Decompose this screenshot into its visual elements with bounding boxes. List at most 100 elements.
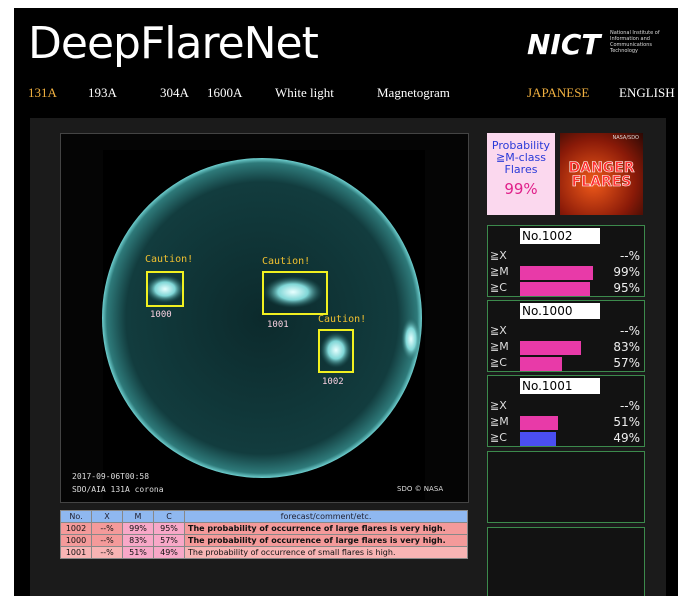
summary-line: ≧M-class — [496, 151, 546, 164]
active-region — [320, 332, 352, 368]
summary-box: Probability ≧M-class Flares 99% — [487, 133, 555, 215]
table-cell: 95% — [153, 522, 185, 535]
row-percent: 57% — [613, 356, 640, 370]
probability-bar — [520, 282, 591, 296]
probability-bar — [520, 266, 594, 280]
card-title: No.1001 — [520, 378, 600, 394]
site-title: DeepFlareNet — [28, 18, 319, 69]
region-box — [146, 271, 184, 307]
table-row: 1001 --% 51% 49% The probability of occurren… — [60, 546, 468, 559]
row-label: ≧C — [490, 356, 507, 369]
row-label: ≧C — [490, 431, 507, 444]
table-cell: --% — [91, 546, 123, 559]
timestamp: 2017-09-06T00:58 — [72, 472, 150, 481]
instrument: SDO/AIA 131A corona — [72, 485, 164, 494]
region-box — [318, 329, 354, 373]
logo-subtitle-line: Information and — [610, 36, 650, 42]
row-percent: 49% — [613, 431, 640, 445]
row-percent: --% — [619, 249, 640, 263]
active-region — [401, 317, 421, 361]
region-number: 1001 — [267, 320, 289, 330]
summary-value: 99% — [504, 180, 538, 198]
region-card: No.1001 ≧X --% ≧M 51% ≧C 49% — [487, 375, 645, 447]
table-cell: --% — [91, 534, 123, 547]
credit: SDO © NASA — [397, 485, 444, 493]
probability-bar — [520, 357, 563, 371]
row-label: ≧C — [490, 281, 507, 294]
caution-label: Caution! — [318, 314, 367, 325]
row-percent: --% — [619, 324, 640, 338]
logo-subtitle-line: Technology — [610, 48, 639, 54]
nav-item[interactable]: 304A — [160, 85, 189, 100]
nav-item[interactable]: 193A — [88, 85, 117, 100]
region-number: 1000 — [150, 310, 172, 320]
row-percent: --% — [619, 399, 640, 413]
row-label: ≧M — [490, 415, 509, 428]
nav-item[interactable]: 1600A — [207, 85, 243, 100]
summary-line: Flares — [504, 163, 538, 176]
logo-subtitle-line: Communications — [610, 42, 653, 48]
logo-subtitle: National Institute of Information and Comm… — [610, 30, 660, 54]
table-cell: 1000 — [60, 534, 92, 547]
probability-bar — [520, 416, 558, 430]
active-region — [145, 275, 185, 303]
table-cell: 99% — [122, 522, 154, 535]
caution-label: Caution! — [262, 256, 311, 267]
header-cell: forecast/comment/etc. — [184, 510, 468, 523]
region-card: No.1000 ≧X --% ≧M 83% ≧C 57% — [487, 300, 645, 372]
header-cell: M — [122, 510, 154, 523]
active-region — [263, 276, 323, 308]
card-title: No.1002 — [520, 228, 600, 244]
summary-line: Probability — [491, 139, 551, 152]
language-link[interactable]: JAPANESE — [527, 85, 590, 100]
table-row: 1000 --% 83% 57% The probability of occurren… — [60, 534, 468, 547]
logo-subtitle-line: National Institute of — [610, 30, 660, 36]
row-percent: 95% — [613, 281, 640, 295]
table-row: 1002 --% 99% 95% The probability of occurren… — [60, 522, 468, 535]
danger-box: NASA/SDO DANGER FLARES — [560, 133, 643, 215]
region-card: No.1002 ≧X --% ≧M 99% ≧C 95% — [487, 225, 645, 297]
region-number: 1002 — [322, 377, 344, 387]
danger-line: DANGER — [568, 160, 635, 176]
nav-item[interactable]: 131A — [28, 85, 57, 100]
row-label: ≧X — [490, 399, 507, 412]
table-cell: 49% — [153, 546, 185, 559]
probability-bar — [520, 341, 582, 355]
table-cell: 1002 — [60, 522, 92, 535]
table-cell: 83% — [122, 534, 154, 547]
row-label: ≧X — [490, 249, 507, 262]
summary-label: Probability ≧M-class Flares — [487, 140, 555, 176]
danger-credit: NASA/SDO — [612, 135, 640, 141]
table-cell: The probability of occurrence of large f… — [184, 522, 468, 535]
row-percent: 99% — [613, 265, 640, 279]
header-cell: C — [153, 510, 185, 523]
header-cell: X — [91, 510, 123, 523]
nav-item[interactable]: Magnetogram — [377, 85, 450, 100]
logo: NICT — [527, 28, 601, 61]
row-label: ≧X — [490, 324, 507, 337]
table-cell: The probability of occurrence of large f… — [184, 534, 468, 547]
table-cell: --% — [91, 522, 123, 535]
table-cell: The probability of occurrence of small f… — [184, 546, 468, 559]
danger-line: FLARES — [571, 174, 632, 190]
table-cell: 51% — [122, 546, 154, 559]
sun-image — [102, 150, 425, 500]
probability-bar — [520, 432, 557, 446]
language-link[interactable]: ENGLISH — [619, 85, 675, 100]
row-percent: 83% — [613, 340, 640, 354]
table-cell: 1001 — [60, 546, 92, 559]
row-label: ≧M — [490, 265, 509, 278]
nav-item[interactable]: White light — [275, 85, 334, 100]
row-label: ≧M — [490, 340, 509, 353]
sun-disk — [102, 158, 422, 478]
table-cell: 57% — [153, 534, 185, 547]
danger-text: DANGER FLARES — [560, 160, 643, 190]
caution-label: Caution! — [145, 254, 194, 265]
row-percent: 51% — [613, 415, 640, 429]
empty-card — [487, 527, 645, 596]
empty-card — [487, 451, 645, 523]
region-box — [262, 271, 328, 315]
